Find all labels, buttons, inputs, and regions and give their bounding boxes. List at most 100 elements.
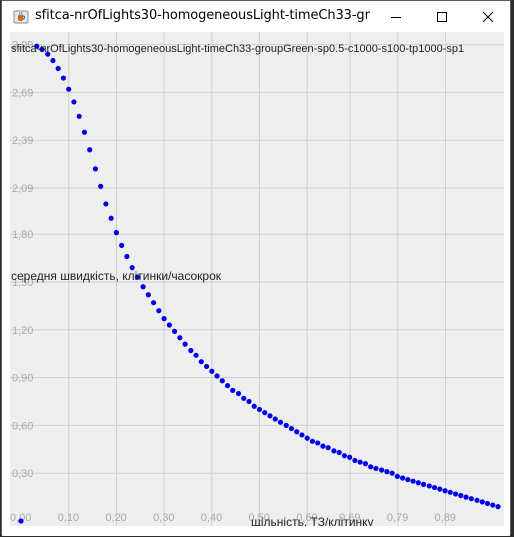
data-point	[362, 461, 368, 467]
grid	[10, 32, 504, 526]
data-point	[134, 274, 140, 280]
data-point	[267, 413, 273, 419]
data-points	[18, 43, 501, 524]
data-point	[426, 483, 432, 489]
scatter-chart: 0,00 0,10 0,20 0,30 0,40 0,50 0,60 0,69 0,79 0,89…	[10, 32, 504, 526]
x-tick-label: 0,50	[249, 512, 270, 524]
data-point	[389, 470, 395, 476]
x-tick-label: 0,30	[153, 512, 174, 524]
y-tick-label: 2,39	[12, 135, 33, 147]
data-point	[410, 478, 416, 484]
y-tick-label: 0,30	[12, 468, 33, 480]
data-point	[384, 469, 390, 475]
data-point	[251, 403, 257, 409]
data-point	[420, 481, 427, 487]
data-point	[368, 464, 374, 470]
data-point	[166, 322, 172, 328]
y-tick-label: 0,90	[12, 373, 33, 385]
data-point	[304, 435, 310, 441]
data-point	[50, 57, 56, 64]
data-point	[108, 215, 114, 221]
x-tick-label: 0,60	[296, 512, 317, 524]
data-point	[214, 373, 220, 379]
data-point	[103, 201, 109, 207]
data-point	[145, 292, 151, 298]
data-point	[484, 500, 491, 507]
chart-title: sfitca-nrOfLights30-homogeneousLight-tim…	[11, 43, 464, 55]
data-point	[341, 453, 348, 459]
data-point	[309, 438, 316, 444]
data-point	[442, 488, 448, 494]
data-point	[209, 368, 215, 374]
data-point	[299, 432, 305, 438]
data-point	[34, 43, 40, 49]
data-point	[479, 499, 485, 505]
window-title: sfitca-nrOfLights30-homogeneousLight-tim…	[35, 8, 370, 23]
title-bar[interactable]: sfitca-nrOfLights30-homogeneousLight-tim…	[2, 1, 510, 32]
data-point	[246, 398, 252, 405]
data-point	[294, 429, 300, 435]
data-point	[474, 497, 480, 503]
data-point	[198, 359, 204, 365]
data-point	[431, 484, 438, 491]
data-point	[495, 504, 501, 510]
close-icon	[482, 11, 494, 22]
data-point	[98, 183, 104, 189]
data-point	[468, 496, 474, 502]
data-point	[129, 265, 135, 271]
data-point	[124, 253, 130, 260]
x-tick-label: 0,00	[10, 512, 31, 524]
data-point	[405, 476, 411, 483]
data-point	[352, 457, 358, 464]
data-point	[320, 443, 326, 449]
x-axis-label: щільність, ТЗ/клітинку	[251, 515, 374, 526]
data-point	[336, 449, 342, 456]
window-bottom-border	[2, 526, 510, 536]
data-point	[66, 86, 72, 92]
data-point	[288, 425, 295, 432]
x-tick-label: 0,10	[58, 512, 79, 524]
data-point	[452, 491, 459, 497]
data-point	[357, 459, 363, 465]
data-point	[60, 75, 67, 81]
data-point	[400, 475, 406, 481]
x-tick-label: 0,20	[105, 512, 126, 524]
data-point	[463, 494, 469, 500]
data-point	[219, 378, 225, 384]
data-point	[230, 387, 236, 393]
data-point	[331, 448, 337, 454]
y-axis-label: середня швидкість, клітинки/часокрок	[11, 269, 222, 283]
data-point	[490, 502, 496, 508]
x-tick-label: 0,69	[339, 512, 360, 524]
data-point	[193, 352, 199, 358]
data-point	[87, 147, 93, 153]
data-point	[283, 422, 289, 428]
minimize-button[interactable]	[373, 1, 419, 32]
data-point	[113, 230, 119, 236]
data-point	[177, 335, 183, 341]
data-point	[373, 465, 379, 472]
data-point	[76, 113, 82, 119]
y-tick-label: 1,20	[12, 325, 33, 337]
data-point	[325, 445, 331, 451]
maximize-button[interactable]	[419, 1, 465, 32]
data-point	[161, 316, 167, 322]
minimize-icon	[391, 16, 401, 18]
data-point	[81, 129, 88, 135]
data-point	[458, 492, 464, 499]
data-point	[171, 328, 178, 334]
data-point	[203, 363, 210, 370]
close-button[interactable]	[465, 1, 511, 32]
data-point	[45, 51, 51, 57]
data-point	[315, 440, 321, 446]
data-point	[241, 395, 247, 401]
data-point	[156, 308, 162, 314]
data-point	[18, 518, 24, 524]
data-point	[119, 242, 125, 248]
data-point	[437, 486, 443, 492]
data-point	[188, 347, 194, 354]
data-point	[256, 406, 263, 413]
y-tick-label: 2,69	[12, 87, 33, 99]
data-point	[92, 166, 99, 172]
